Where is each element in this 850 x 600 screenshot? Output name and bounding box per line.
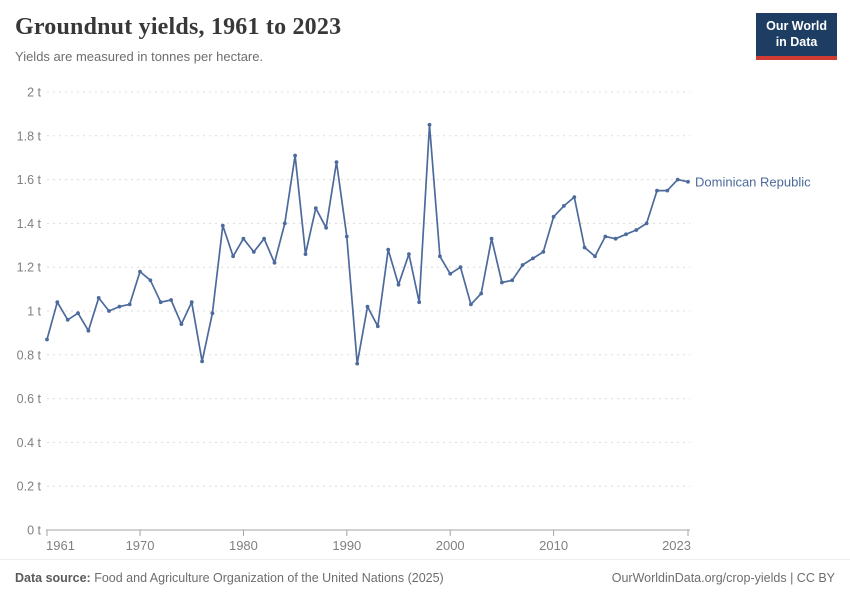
chart-footer: Data source: Food and Agriculture Organi…	[0, 559, 850, 600]
data-source: Data source: Food and Agriculture Organi…	[15, 571, 444, 585]
data-point-2004[interactable]	[489, 236, 494, 241]
data-point-1982[interactable]	[262, 236, 266, 241]
data-point-1973[interactable]	[169, 298, 174, 302]
data-point-1995[interactable]	[396, 282, 401, 287]
x-axis-label: 2010	[539, 538, 568, 553]
data-point-1976[interactable]	[200, 359, 205, 364]
x-axis-label: 1990	[332, 538, 361, 553]
data-point-2006[interactable]	[510, 278, 515, 283]
data-point-2010[interactable]	[551, 214, 556, 219]
data-point-1961[interactable]	[45, 337, 49, 342]
y-axis-label: 1.8 t	[17, 129, 42, 143]
x-axis-label: 1970	[126, 538, 155, 553]
series-label[interactable]: Dominican Republic	[695, 174, 811, 189]
data-point-2014[interactable]	[593, 254, 597, 259]
data-point-1990[interactable]	[344, 234, 349, 239]
data-point-1994[interactable]	[386, 247, 391, 252]
data-point-1963[interactable]	[65, 317, 70, 322]
y-axis-label: 1.2 t	[17, 261, 42, 275]
data-point-1968[interactable]	[117, 304, 122, 309]
data-point-1997[interactable]	[417, 300, 422, 305]
data-point-2016[interactable]	[613, 236, 618, 241]
data-point-2021[interactable]	[665, 188, 670, 193]
data-point-2022[interactable]	[675, 177, 680, 182]
series-line[interactable]	[46, 123, 689, 365]
data-point-1975[interactable]	[189, 300, 194, 305]
data-point-2005[interactable]	[500, 280, 504, 285]
footer-separator: |	[786, 571, 797, 585]
data-point-1970[interactable]	[138, 269, 142, 274]
chart-header: Groundnut yields, 1961 to 2023 Yields ar…	[15, 14, 740, 64]
y-axis-label: 1 t	[27, 305, 41, 319]
owid-logo-line2: in Data	[775, 35, 818, 50]
data-point-1984[interactable]	[282, 221, 287, 226]
data-point-1967[interactable]	[107, 309, 111, 313]
data-point-1987[interactable]	[313, 206, 318, 211]
data-point-2019[interactable]	[644, 221, 649, 226]
data-point-1998[interactable]	[427, 122, 432, 127]
data-point-1977[interactable]	[210, 311, 215, 316]
x-axis-label: 1980	[229, 538, 258, 553]
data-point-2011[interactable]	[562, 204, 566, 208]
y-axis-label: 0.8 t	[17, 348, 42, 362]
data-point-2018[interactable]	[634, 228, 639, 232]
data-point-2008[interactable]	[531, 256, 535, 261]
data-point-1974[interactable]	[179, 322, 184, 326]
owid-logo[interactable]: Our World in Data	[756, 13, 837, 60]
y-axis-label: 2 t	[27, 86, 41, 100]
data-point-1996[interactable]	[407, 252, 411, 256]
footer-link[interactable]: OurWorldinData.org/crop-yields	[611, 571, 787, 585]
data-point-2015[interactable]	[603, 234, 608, 239]
y-axis-label: 0.2 t	[17, 480, 42, 494]
data-point-1979[interactable]	[231, 254, 236, 259]
y-axis-label: 0.4 t	[17, 436, 42, 450]
data-point-1972[interactable]	[158, 300, 163, 305]
x-axis-label: 2023	[662, 538, 691, 553]
data-point-2013[interactable]	[582, 245, 587, 250]
data-source-text: Food and Agriculture Organization of the…	[90, 571, 444, 585]
y-axis-label: 1.6 t	[17, 173, 42, 187]
data-point-1966[interactable]	[96, 296, 101, 300]
data-point-1985[interactable]	[293, 153, 297, 158]
data-point-1988[interactable]	[324, 225, 328, 230]
data-point-2009[interactable]	[541, 250, 546, 254]
x-axis-label: 1961	[46, 538, 75, 553]
y-axis-label: 0.6 t	[17, 392, 42, 406]
data-point-2017[interactable]	[624, 232, 628, 237]
data-point-2012[interactable]	[572, 195, 577, 200]
data-point-1980[interactable]	[241, 236, 246, 241]
data-point-1964[interactable]	[76, 311, 80, 316]
data-point-2023[interactable]	[686, 179, 690, 184]
data-point-2020[interactable]	[655, 188, 659, 193]
x-axis-label: 2000	[436, 538, 465, 553]
data-point-1993[interactable]	[375, 324, 380, 329]
footer-right: OurWorldinData.org/crop-yields | CC BY	[612, 571, 835, 585]
license-text: CC BY	[796, 571, 835, 585]
data-point-1992[interactable]	[365, 304, 370, 309]
data-point-1999[interactable]	[438, 254, 442, 259]
data-point-1986[interactable]	[303, 252, 308, 256]
data-point-1981[interactable]	[251, 250, 256, 254]
data-point-1983[interactable]	[272, 260, 277, 265]
data-point-2002[interactable]	[469, 302, 473, 307]
y-axis-label: 0 t	[27, 524, 41, 538]
data-point-2007[interactable]	[520, 263, 525, 267]
data-point-2003[interactable]	[479, 291, 484, 296]
y-axis-label: 1.4 t	[17, 217, 42, 231]
data-point-1991[interactable]	[355, 361, 360, 366]
data-point-1989[interactable]	[334, 160, 339, 165]
page-subtitle: Yields are measured in tonnes per hectar…	[15, 49, 264, 64]
data-point-1978[interactable]	[220, 223, 225, 228]
owid-logo-line1: Our World	[766, 19, 827, 33]
page-title: Groundnut yields, 1961 to 2023	[15, 14, 342, 40]
data-source-label: Data source:	[15, 571, 91, 585]
data-point-1965[interactable]	[86, 328, 91, 333]
data-point-1962[interactable]	[55, 300, 60, 305]
data-point-1969[interactable]	[127, 302, 132, 307]
data-point-2001[interactable]	[458, 265, 463, 270]
data-point-1971[interactable]	[148, 278, 153, 283]
data-point-2000[interactable]	[448, 271, 453, 276]
